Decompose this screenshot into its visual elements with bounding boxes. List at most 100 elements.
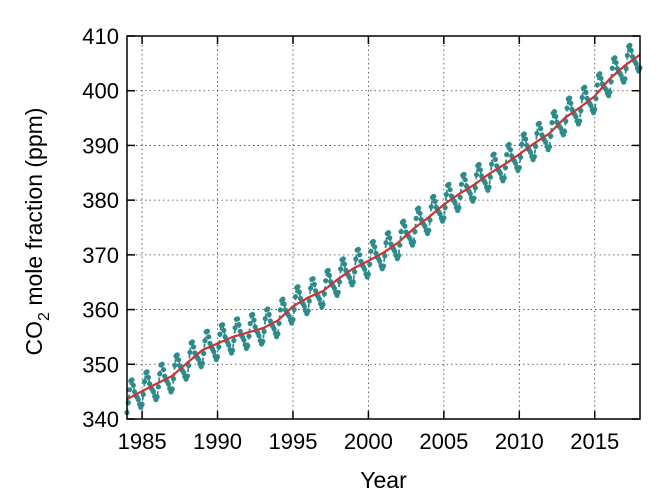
monthly-point: [607, 89, 613, 95]
monthly-point: [204, 328, 211, 334]
monthly-point: [226, 342, 232, 348]
monthly-point: [199, 360, 205, 366]
monthly-point: [368, 248, 374, 254]
monthly-line: [126, 43, 641, 413]
monthly-point: [326, 272, 332, 278]
monthly-point: [417, 210, 423, 216]
monthly-point: [174, 352, 180, 358]
monthly-point: [385, 230, 392, 236]
monthly-point: [497, 170, 503, 176]
monthly-point: [392, 248, 398, 254]
monthly-point: [579, 94, 585, 101]
monthly-point: [176, 357, 182, 363]
monthly-point: [398, 229, 404, 235]
monthly-point: [412, 229, 418, 235]
monthly-point: [154, 394, 160, 400]
monthly-point: [235, 316, 241, 322]
monthly-point: [477, 167, 483, 173]
monthly-point: [347, 275, 353, 281]
monthly-point: [340, 256, 346, 262]
monthly-point: [308, 285, 314, 291]
monthly-point: [518, 154, 524, 160]
monthly-point: [592, 106, 598, 113]
monthly-point: [247, 320, 253, 327]
monthly-point: [380, 263, 387, 269]
monthly-point: [323, 278, 329, 284]
monthly-point: [397, 242, 403, 248]
monthly-point: [262, 316, 268, 322]
monthly-point: [476, 161, 482, 168]
monthly-point: [534, 130, 540, 136]
monthly-point: [501, 175, 507, 181]
y-tick-label: 360: [82, 298, 119, 323]
monthly-point: [456, 204, 462, 211]
monthly-point: [290, 317, 296, 323]
monthly-point: [292, 294, 299, 300]
monthly-point: [443, 191, 449, 198]
monthly-point: [426, 227, 432, 233]
trend-series: [126, 53, 641, 401]
monthly-point: [191, 344, 197, 350]
monthly-point: [482, 180, 488, 186]
y-tick-label: 380: [82, 188, 119, 213]
monthly-point: [357, 252, 363, 258]
monthly-point: [145, 374, 151, 380]
monthly-point: [427, 217, 433, 223]
trend-line: [126, 53, 641, 401]
monthly-point: [202, 338, 208, 344]
monthly-point: [377, 258, 383, 264]
monthly-point: [492, 156, 498, 163]
monthly-point: [577, 118, 583, 124]
monthly-point: [196, 357, 202, 363]
monthly-point: [169, 386, 175, 392]
monthly-point: [231, 337, 237, 344]
monthly-point: [528, 149, 534, 156]
monthly-point: [416, 205, 422, 211]
monthly-point: [588, 103, 594, 109]
monthly-point: [564, 105, 570, 111]
monthly-point: [277, 307, 283, 313]
monthly-point: [531, 154, 538, 160]
monthly-point: [150, 389, 156, 395]
monthly-point: [336, 279, 343, 285]
monthly-point: [413, 215, 419, 221]
monthly-point: [519, 141, 525, 147]
monthly-point: [139, 401, 145, 407]
monthly-point: [582, 84, 588, 90]
monthly-point: [568, 100, 574, 106]
monthly-point: [512, 160, 519, 166]
monthly-point: [422, 223, 428, 230]
monthly-point: [295, 284, 301, 290]
monthly-point: [553, 113, 559, 120]
monthly-point: [573, 114, 579, 120]
monthly-point: [260, 338, 266, 345]
monthly-point: [523, 136, 529, 142]
x-tick-label: 1995: [268, 429, 317, 454]
monthly-point: [155, 384, 161, 390]
monthly-point: [447, 187, 453, 193]
monthly-point: [189, 339, 195, 345]
monthly-point: [618, 72, 624, 78]
monthly-point: [623, 66, 629, 72]
monthly-point: [250, 311, 256, 318]
monthly-point: [437, 211, 443, 217]
monthly-point: [310, 276, 316, 282]
monthly-point: [562, 128, 568, 134]
monthly-point: [256, 333, 262, 339]
monthly-point: [320, 301, 326, 307]
monthly-point: [549, 120, 555, 126]
monthly-point: [221, 327, 227, 333]
monthly-point: [362, 266, 368, 272]
monthly-point: [387, 235, 393, 241]
y-tick-label: 350: [82, 352, 119, 377]
x-tick-label: 2000: [344, 429, 393, 454]
monthly-point: [220, 322, 226, 328]
monthly-point: [543, 139, 549, 145]
monthly-point: [504, 152, 510, 158]
y-axis-title-rest: mole fraction (ppm): [21, 108, 47, 313]
monthly-point: [402, 223, 408, 229]
monthly-point: [130, 382, 136, 388]
monthly-point: [383, 240, 389, 246]
y-tick-label: 410: [82, 24, 119, 49]
monthly-point: [487, 174, 493, 180]
